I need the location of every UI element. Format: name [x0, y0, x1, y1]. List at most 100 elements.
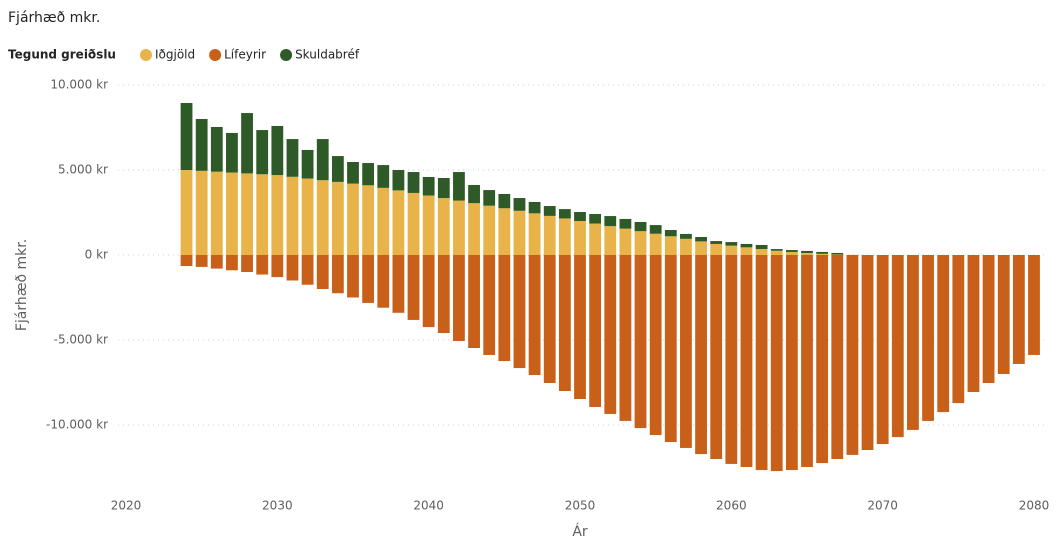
bar: [513, 210, 526, 255]
bar: [377, 255, 390, 308]
bar: [437, 255, 450, 334]
bar: [286, 255, 299, 281]
bar: [680, 255, 692, 448]
bar: [513, 198, 526, 211]
bar: [831, 252, 844, 255]
bar: [422, 195, 435, 255]
bar: [755, 249, 768, 255]
bar: [952, 255, 965, 404]
bar: [498, 255, 511, 362]
bar: [362, 255, 375, 303]
bar: [468, 255, 480, 348]
bar: [407, 192, 420, 255]
x-tick-label: 2070: [867, 499, 898, 513]
bar: [528, 255, 541, 376]
bar: [301, 178, 314, 255]
bar: [801, 250, 813, 253]
bar: [331, 156, 344, 182]
bar: [785, 251, 798, 255]
bar: [710, 241, 723, 244]
bar: [891, 255, 904, 438]
y-tick-label: -5.000 kr: [54, 333, 108, 347]
bar: [180, 103, 193, 170]
bar: [937, 255, 950, 413]
bar: [846, 255, 859, 455]
bar: [785, 250, 798, 252]
bar: [589, 223, 602, 255]
y-axis-label: Fjárhæð mkr.: [14, 239, 30, 331]
bar: [558, 218, 571, 255]
y-tick-label: -10.000 kr: [46, 418, 108, 432]
bar: [256, 255, 269, 275]
bar: [831, 255, 844, 459]
bar: [437, 177, 450, 199]
bar: [453, 255, 465, 342]
bar: [816, 253, 829, 255]
bar: [331, 255, 344, 294]
bar: [558, 209, 571, 219]
x-tick-label: 2040: [413, 499, 444, 513]
bar: [528, 213, 541, 255]
bar: [195, 255, 208, 267]
chart-title: Fjárhæð mkr.: [8, 10, 100, 26]
x-tick-label: 2020: [111, 499, 142, 513]
bar: [286, 176, 299, 255]
bar: [180, 255, 193, 267]
bar: [241, 173, 253, 255]
bar: [1012, 255, 1025, 364]
bar: [710, 243, 723, 255]
bar: [468, 203, 480, 255]
bar: [604, 226, 617, 255]
bar: [392, 170, 405, 191]
bar: [619, 228, 632, 255]
bar: [316, 139, 329, 181]
bar: [604, 216, 617, 227]
bar: [195, 119, 208, 171]
bar: [770, 255, 783, 472]
bar: [407, 255, 420, 320]
bar: [725, 242, 738, 246]
y-tick-label: 0 kr: [85, 248, 108, 262]
bar: [331, 181, 344, 255]
bar: [695, 241, 707, 255]
bar: [362, 163, 375, 186]
bar: [982, 255, 995, 384]
bar: [574, 211, 586, 221]
bar: [785, 255, 798, 471]
bar: [468, 184, 480, 204]
bar: [997, 255, 1010, 374]
bar: [180, 170, 193, 255]
bar: [770, 249, 783, 251]
bar: [226, 132, 238, 173]
bar: [604, 255, 617, 414]
bar: [362, 185, 375, 255]
bar: [755, 255, 768, 471]
legend-swatch: [209, 49, 222, 61]
bar: [801, 252, 813, 255]
bar: [649, 233, 662, 255]
bar: [195, 170, 208, 255]
bar: [725, 255, 738, 464]
bar: [210, 255, 223, 269]
bar: [483, 190, 496, 206]
bar: [967, 255, 980, 393]
bar: [347, 162, 359, 184]
bar: [483, 205, 496, 255]
bar: [725, 245, 738, 255]
bar: [483, 255, 496, 355]
y-tick-label: 5.000 kr: [58, 163, 108, 177]
bar: [271, 255, 284, 278]
bar: [437, 198, 450, 255]
bar: [801, 255, 813, 467]
bar: [831, 254, 844, 255]
x-tick-label: 2080: [1019, 499, 1050, 513]
legend-label: Iðgjöld: [155, 48, 195, 62]
bar: [589, 255, 602, 407]
bar: [695, 255, 707, 455]
bar: [543, 215, 556, 255]
bar: [286, 139, 299, 177]
bar: [392, 190, 405, 255]
bar: [740, 247, 753, 255]
bar: [695, 236, 707, 242]
